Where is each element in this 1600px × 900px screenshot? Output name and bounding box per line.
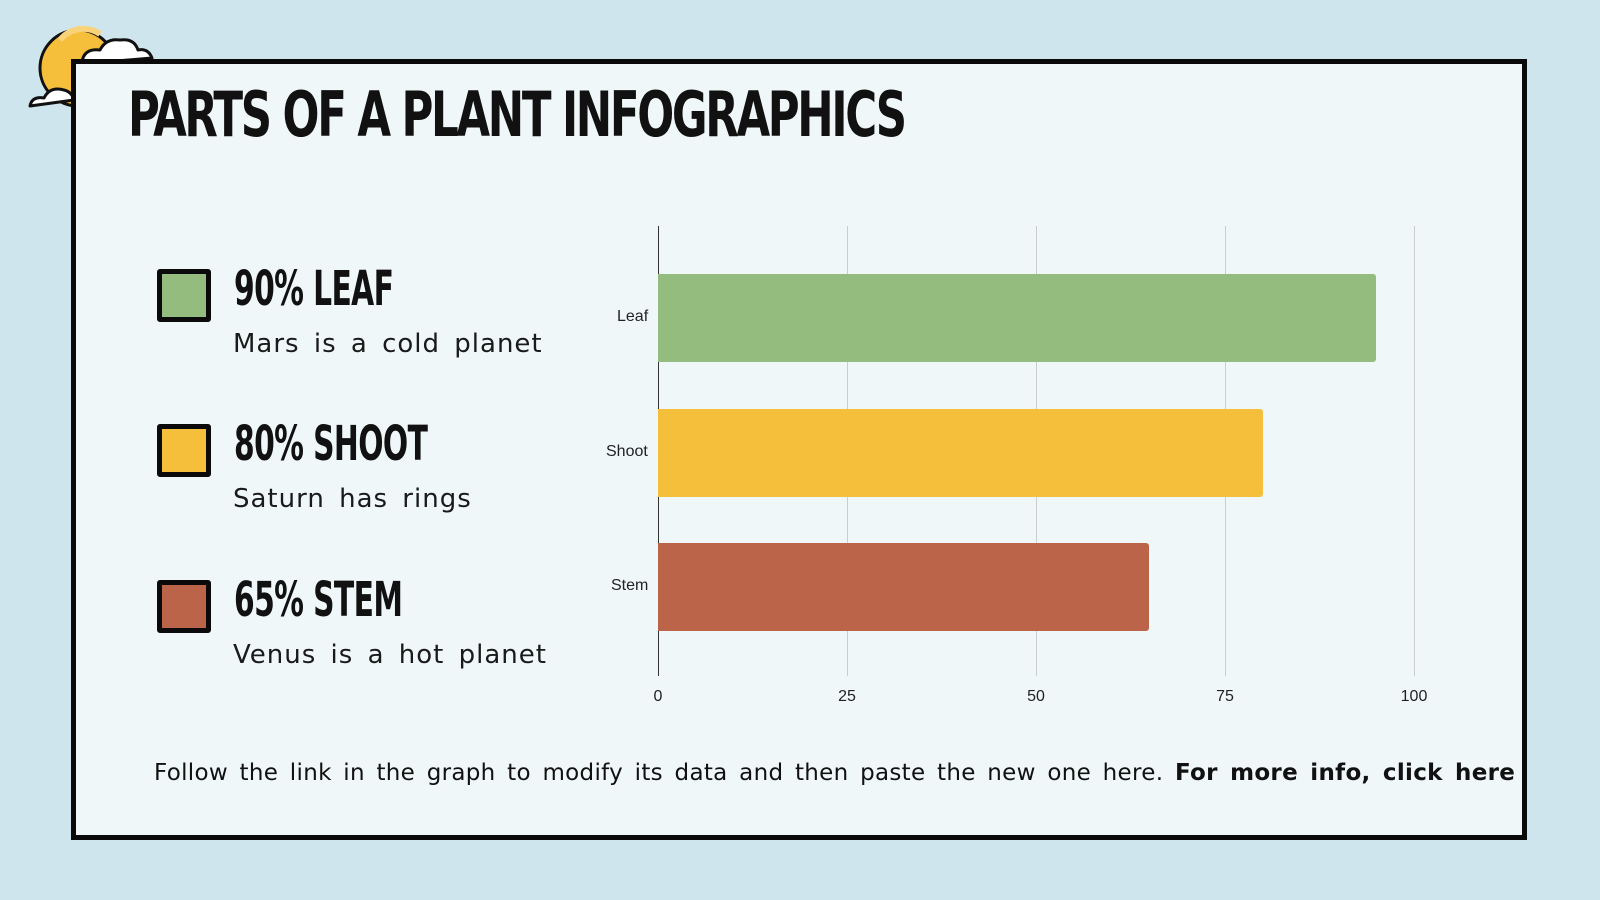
category-label: Stem <box>611 577 649 594</box>
more-info-link[interactable]: For more info, click here <box>1174 760 1516 786</box>
x-tick: 25 <box>838 688 856 705</box>
footer-text: Follow the link in the graph to modify i… <box>154 760 1164 786</box>
page-title: PARTS OF A PLANT INFOGRAPHICS <box>128 78 907 151</box>
bar-leaf[interactable] <box>658 274 1377 362</box>
category-label: Shoot <box>606 443 648 460</box>
legend-heading: 90% LEAF <box>234 261 394 317</box>
legend-desc: Saturn has rings <box>233 484 472 514</box>
legend-heading: 65% STEM <box>234 572 403 628</box>
bar-chart[interactable]: Leaf Shoot Stem 0 25 50 75 100 <box>600 226 1440 726</box>
legend-heading: 80% SHOOT <box>234 416 428 472</box>
category-label: Leaf <box>617 308 649 325</box>
bar-stem[interactable] <box>658 543 1150 631</box>
bar-shoot[interactable] <box>658 409 1263 497</box>
x-tick: 0 <box>653 688 663 705</box>
plot-area: Leaf Shoot Stem 0 25 50 75 100 <box>606 226 1427 705</box>
x-tick: 75 <box>1216 688 1234 705</box>
legend-desc: Venus is a hot planet <box>233 640 547 670</box>
footer-note: Follow the link in the graph to modify i… <box>154 760 1515 786</box>
shoot-swatch <box>157 424 211 477</box>
x-tick: 100 <box>1400 688 1428 705</box>
gridline <box>1414 226 1415 676</box>
legend-desc: Mars is a cold planet <box>233 329 543 359</box>
leaf-swatch <box>157 269 211 322</box>
x-tick: 50 <box>1027 688 1045 705</box>
stem-swatch <box>157 580 211 633</box>
